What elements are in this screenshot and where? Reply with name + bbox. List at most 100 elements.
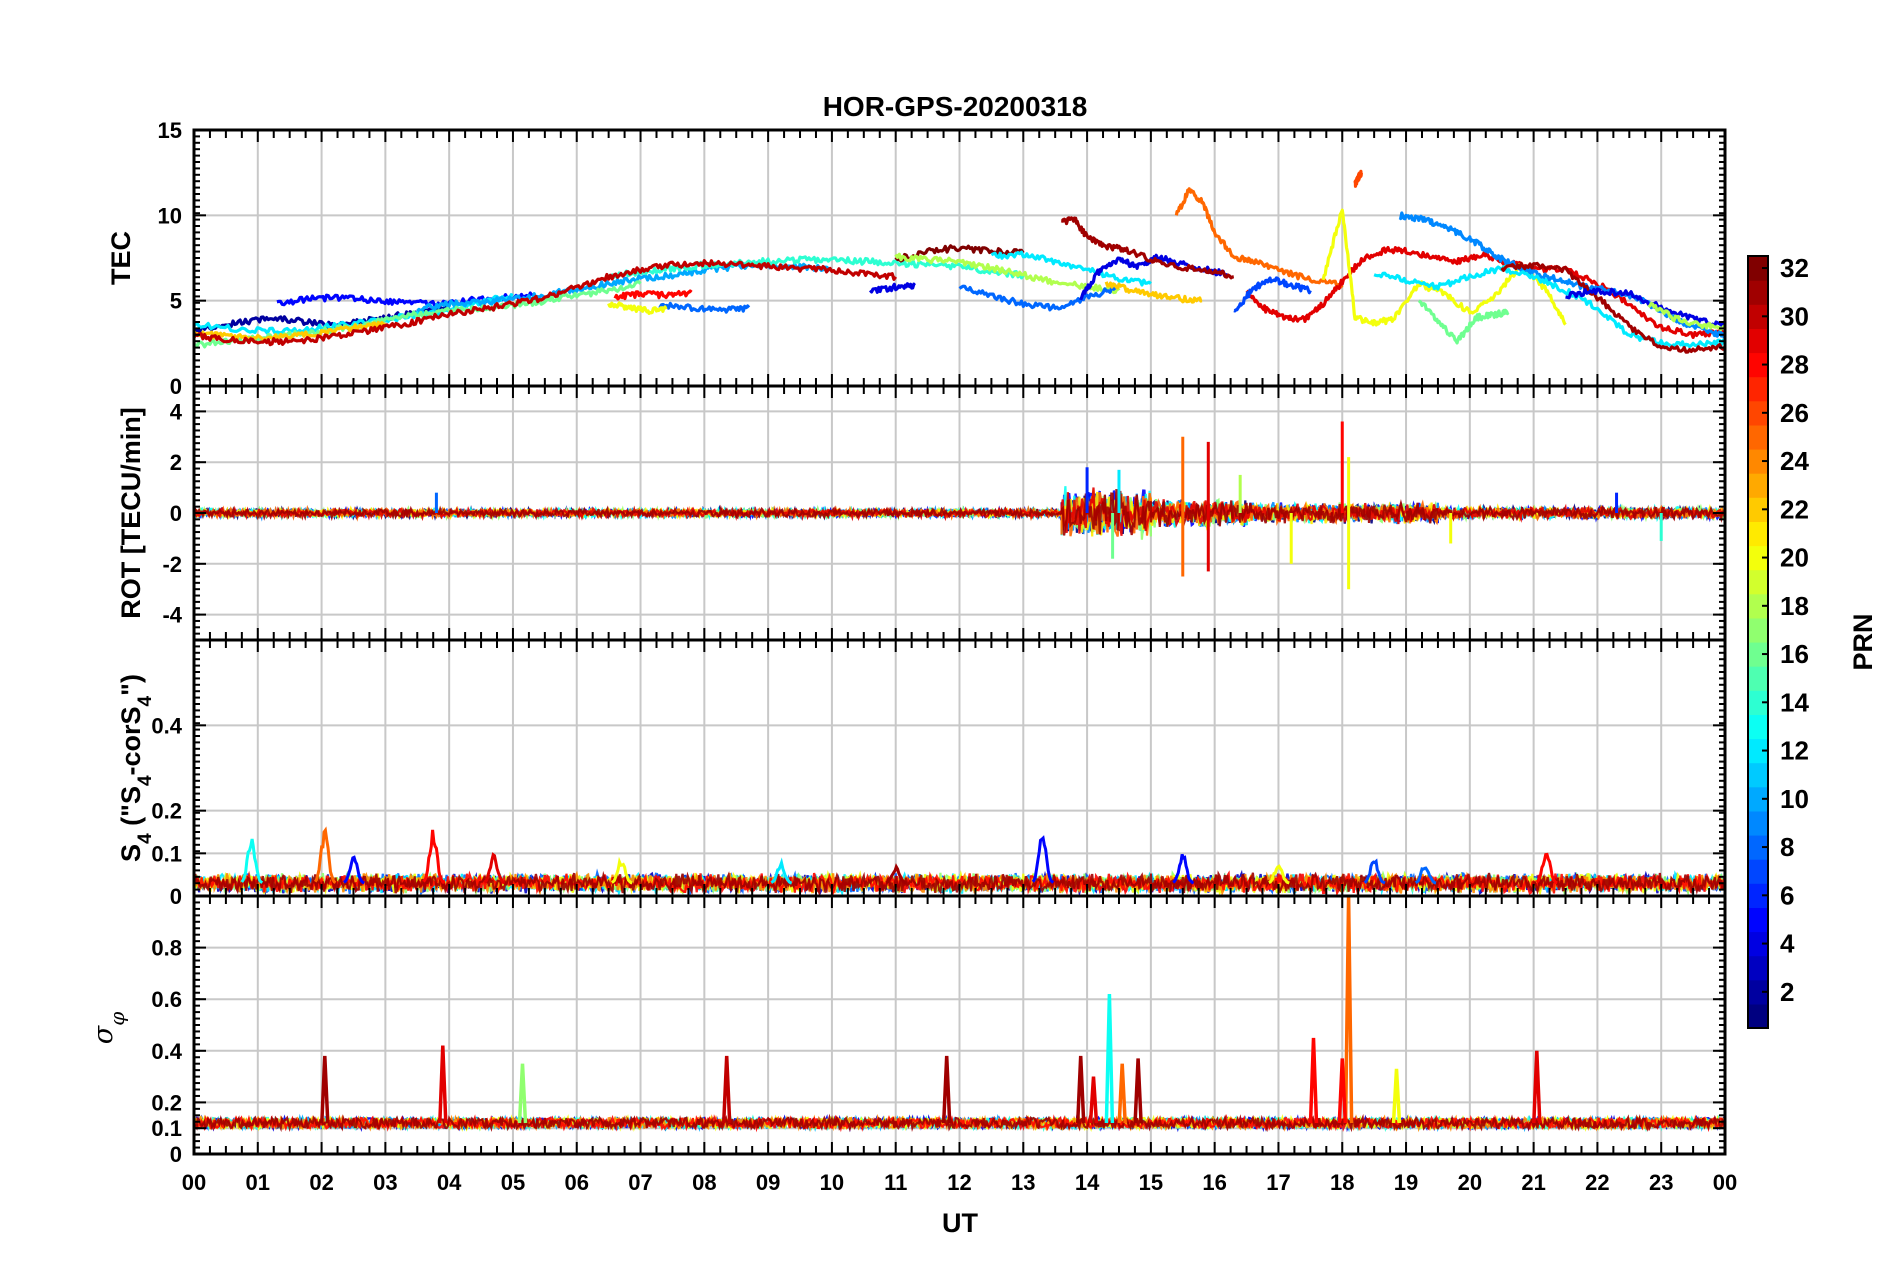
x-tick-label: 02: [309, 1170, 333, 1195]
colorbar-band: [1748, 883, 1768, 908]
s4-bump: [770, 857, 793, 885]
y-tick-label: 4: [170, 399, 183, 424]
s4-ylabel-part-4: -corS: [116, 706, 146, 775]
tec-series-prn-26: [1353, 169, 1363, 188]
colorbar-tick-label: 24: [1780, 446, 1809, 476]
colorbar-band: [1748, 256, 1768, 281]
y-tick-label: 0.2: [151, 1090, 182, 1115]
panel-rot-ylabel: ROT [TECU/min]: [116, 407, 146, 618]
x-tick-label: 23: [1649, 1170, 1673, 1195]
panel-s4: 00.10.20.4 S4 ("S4-corS4"): [116, 638, 1727, 909]
tec-series-prn-12: [192, 293, 514, 335]
tec-series-prn-12: [990, 250, 1152, 287]
sigma-spike: [941, 1055, 952, 1124]
colorbar-band: [1748, 569, 1768, 595]
s4-bump: [1031, 835, 1055, 884]
y-tick-label: 0.8: [151, 936, 182, 961]
x-tick-label: 12: [947, 1170, 971, 1195]
tec-series-prn-22: [192, 320, 386, 342]
y-tick-label: 0: [170, 501, 182, 526]
tec-series-prn-20: [607, 301, 668, 315]
y-tick-label: 2: [170, 450, 182, 475]
colorbar-band: [1748, 352, 1768, 378]
colorbar-band: [1748, 424, 1768, 450]
x-tick-label: 17: [1266, 1170, 1290, 1195]
s4-bump: [422, 829, 445, 885]
sigma-ylabel-part-1: φ: [105, 1012, 129, 1026]
panel-rot-series: [193, 421, 1727, 590]
s4-bump: [1414, 866, 1437, 885]
x-tick-label: 00: [182, 1170, 206, 1195]
x-tick-label: 10: [820, 1170, 844, 1195]
tec-series-prn-28: [613, 289, 693, 301]
s4-ylabel-part-6: "): [116, 674, 146, 696]
colorbar-band: [1748, 617, 1768, 643]
panel-sigma-ticks: [193, 896, 1726, 1155]
s4-bump: [885, 863, 907, 885]
colorbar-band: [1748, 859, 1768, 884]
panel-sigma-frame: [192, 894, 1727, 1156]
s4-bump: [1268, 864, 1290, 885]
sigma-spike: [1308, 1037, 1319, 1124]
colorbar-band: [1748, 280, 1768, 305]
colorbar-band: [1748, 376, 1768, 402]
colorbar-tick-label: 16: [1780, 639, 1809, 669]
colorbar-band: [1748, 786, 1768, 812]
y-tick-label: 0: [170, 884, 182, 909]
colorbar-band: [1748, 979, 1768, 1005]
colorbar-frame: [1747, 255, 1769, 1029]
sigma-spike: [1117, 1063, 1127, 1124]
colorbar-band: [1748, 304, 1768, 329]
y-tick-label: 0.1: [151, 1116, 182, 1141]
s4-ylabel-part-2: ("S: [116, 786, 146, 833]
colorbar-bands: [1748, 256, 1768, 1029]
sigma-spike: [1532, 1050, 1542, 1124]
colorbar-band: [1748, 738, 1768, 764]
colorbar-tick-label: 10: [1780, 784, 1809, 814]
panel-s4-ylabel: S4 ("S4-corS4"): [116, 674, 156, 862]
colorbar-tick-label: 8: [1780, 832, 1794, 862]
sigma-spike: [721, 1055, 732, 1124]
tec-series-prn-31: [1060, 216, 1235, 280]
sigma-spike: [1133, 1058, 1143, 1124]
y-tick-label: -4: [162, 603, 182, 628]
panel-sigma-ytick-labels: 00.10.2 0.4 0.6 0.8: [151, 936, 182, 1167]
x-tick-label: 14: [1075, 1170, 1100, 1195]
sigma-spike: [320, 1055, 330, 1124]
s4-bump: [483, 852, 506, 885]
colorbar-band: [1748, 497, 1768, 522]
y-tick-label: -2: [162, 552, 182, 577]
x-tick-label: 06: [565, 1170, 589, 1195]
colorbar-band: [1748, 666, 1768, 691]
panel-tec-grid: [194, 130, 1725, 386]
y-tick-label: 15: [158, 118, 182, 143]
sigma-spike: [1104, 993, 1115, 1124]
tec-series-prn-4: [868, 282, 916, 294]
panel-sigma: 00.10.2 0.4 0.6 0.8 σφ: [88, 894, 1727, 1167]
sigma-spike: [1337, 1058, 1348, 1124]
colorbar-tick-label: 12: [1780, 736, 1809, 766]
colorbar-band: [1748, 521, 1768, 547]
colorbar-band: [1748, 714, 1768, 740]
y-tick-label: 0.6: [151, 987, 182, 1012]
colorbar-band: [1748, 762, 1768, 788]
colorbar-band: [1748, 955, 1768, 981]
x-tick-label: 00: [1713, 1170, 1737, 1195]
x-tick-label: 15: [1139, 1170, 1163, 1195]
s4-bump: [240, 838, 264, 884]
x-tick-label: 01: [246, 1170, 270, 1195]
colorbar-tick-label: 18: [1780, 591, 1809, 621]
x-axis-label: UT: [942, 1208, 978, 1238]
colorbar-band: [1748, 593, 1768, 619]
colorbar-band: [1748, 907, 1768, 933]
y-tick-label: 10: [158, 203, 182, 228]
colorbar-band: [1748, 931, 1768, 957]
s4-ylabel-part-1: 4: [135, 833, 156, 844]
sigma-spike: [438, 1045, 448, 1124]
x-tick-label: 20: [1458, 1170, 1482, 1195]
colorbar-tick-label: 28: [1780, 350, 1809, 380]
panel-sigma-ylabel: σφ: [88, 1012, 129, 1044]
colorbar-band: [1748, 400, 1768, 426]
